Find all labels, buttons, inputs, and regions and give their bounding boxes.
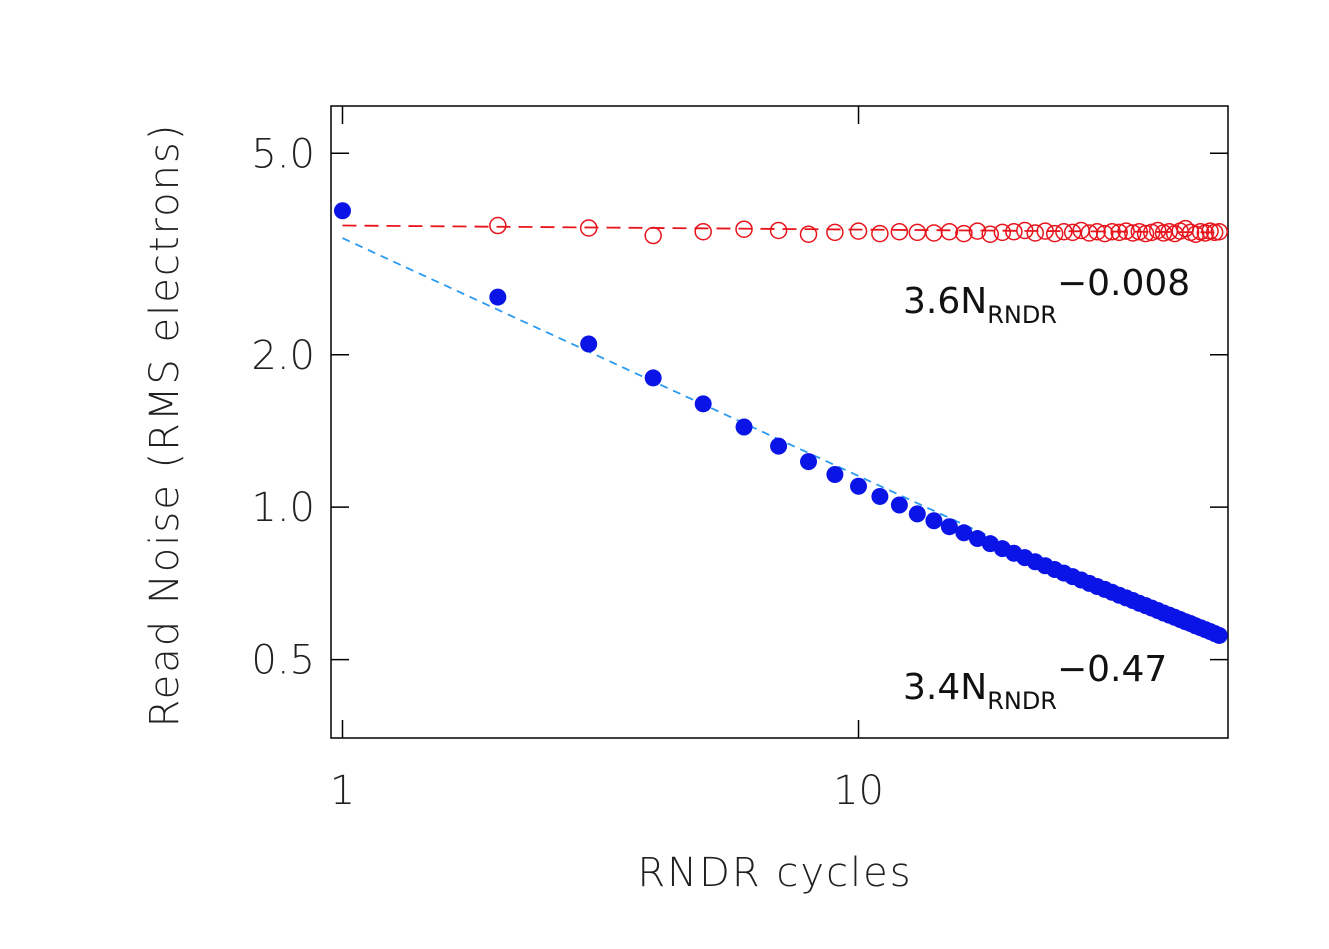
red-open-point	[849, 222, 868, 240]
annotation-red-coef: 3.6N	[903, 281, 987, 322]
annotation-blue-fit: 3.4NRNDR−0.47	[903, 649, 1167, 715]
red-open-point	[1103, 222, 1121, 241]
x-tick-label: 1	[330, 768, 355, 814]
red-open-point	[769, 221, 788, 240]
annotation-blue-coef: 3.4N	[903, 667, 987, 708]
blue-filled-point	[1210, 626, 1228, 644]
annotation-blue-exp: −0.47	[1057, 649, 1167, 690]
y-axis-label: Read Noise (RMS electrons)	[142, 123, 188, 728]
blue-filled-point	[694, 395, 712, 413]
blue-filled-point	[850, 477, 868, 495]
blue-filled-point	[489, 288, 507, 306]
red-open-point	[1005, 222, 1023, 241]
y-tick-label: 0.5	[251, 638, 315, 684]
y-tick-label: 1.0	[251, 485, 315, 531]
y-tick-label: 2.0	[251, 333, 315, 379]
blue-filled-point	[770, 437, 788, 455]
red-open-point	[826, 223, 844, 242]
blue-filled-point	[826, 466, 844, 484]
blue-filled-point	[925, 512, 943, 530]
red-open-point	[1026, 224, 1044, 242]
svg-text:3.4NRNDR−0.47: 3.4NRNDR−0.47	[903, 649, 1167, 715]
blue-filled-point	[871, 487, 889, 505]
red-open-point	[694, 222, 712, 241]
red-open-point	[1016, 221, 1034, 240]
y-tick-label: 5.0	[251, 131, 315, 177]
blue-filled-point	[800, 453, 818, 471]
plot-frame	[330, 105, 1229, 739]
blue-filled-point	[968, 530, 986, 548]
red-open-point	[1088, 222, 1106, 241]
annotation-blue-sub: RNDR	[987, 687, 1057, 715]
blue-filled-point	[955, 524, 973, 542]
red-open-point	[1210, 222, 1228, 241]
red-open-point	[981, 225, 1000, 243]
blue-filled-point	[644, 369, 662, 387]
blue-filled-point	[940, 518, 958, 536]
red-open-point	[579, 219, 598, 237]
blue-filled-point	[580, 335, 598, 353]
red-open-point	[799, 225, 818, 243]
svg-text:3.6NRNDR−0.008: 3.6NRNDR−0.008	[903, 263, 1190, 329]
axis-ticks	[331, 106, 1228, 738]
red-open-point	[735, 220, 753, 238]
red-open-point	[955, 224, 973, 243]
red-open-point	[1130, 222, 1149, 241]
blue-filled-point	[890, 496, 908, 514]
red-open-point	[908, 223, 927, 242]
red-open-point	[968, 222, 987, 240]
x-axis-label: RNDR cycles	[637, 850, 912, 896]
annotation-red-fit: 3.6NRNDR−0.008	[903, 263, 1190, 329]
blue-filled-point	[333, 202, 351, 220]
red-open-point	[1154, 224, 1173, 242]
blue-filled-point	[908, 505, 926, 523]
tick-labels: 0.5 1.0 2.0 5.0 1 10	[251, 131, 884, 814]
blue-filled-point	[735, 418, 753, 436]
red-open-point	[1095, 224, 1114, 243]
red-open-point	[925, 224, 943, 242]
red-open-point	[1045, 224, 1064, 243]
data-points	[333, 202, 1228, 644]
red-open-point	[644, 226, 662, 245]
red-open-point	[489, 216, 507, 235]
red-open-point	[890, 222, 909, 241]
red-open-point	[1110, 223, 1128, 242]
red-open-point	[1136, 224, 1155, 243]
red-open-point	[1124, 224, 1142, 242]
red-open-point	[940, 222, 959, 241]
red-open-point	[993, 223, 1012, 242]
red-open-point	[1055, 222, 1073, 241]
x-tick-label: 10	[833, 768, 884, 814]
red-open-point	[871, 224, 889, 243]
red-open-point	[1117, 222, 1135, 240]
annotation-red-exp: −0.008	[1057, 263, 1190, 304]
annotation-red-sub: RNDR	[987, 301, 1057, 329]
red-open-point	[1036, 222, 1054, 240]
